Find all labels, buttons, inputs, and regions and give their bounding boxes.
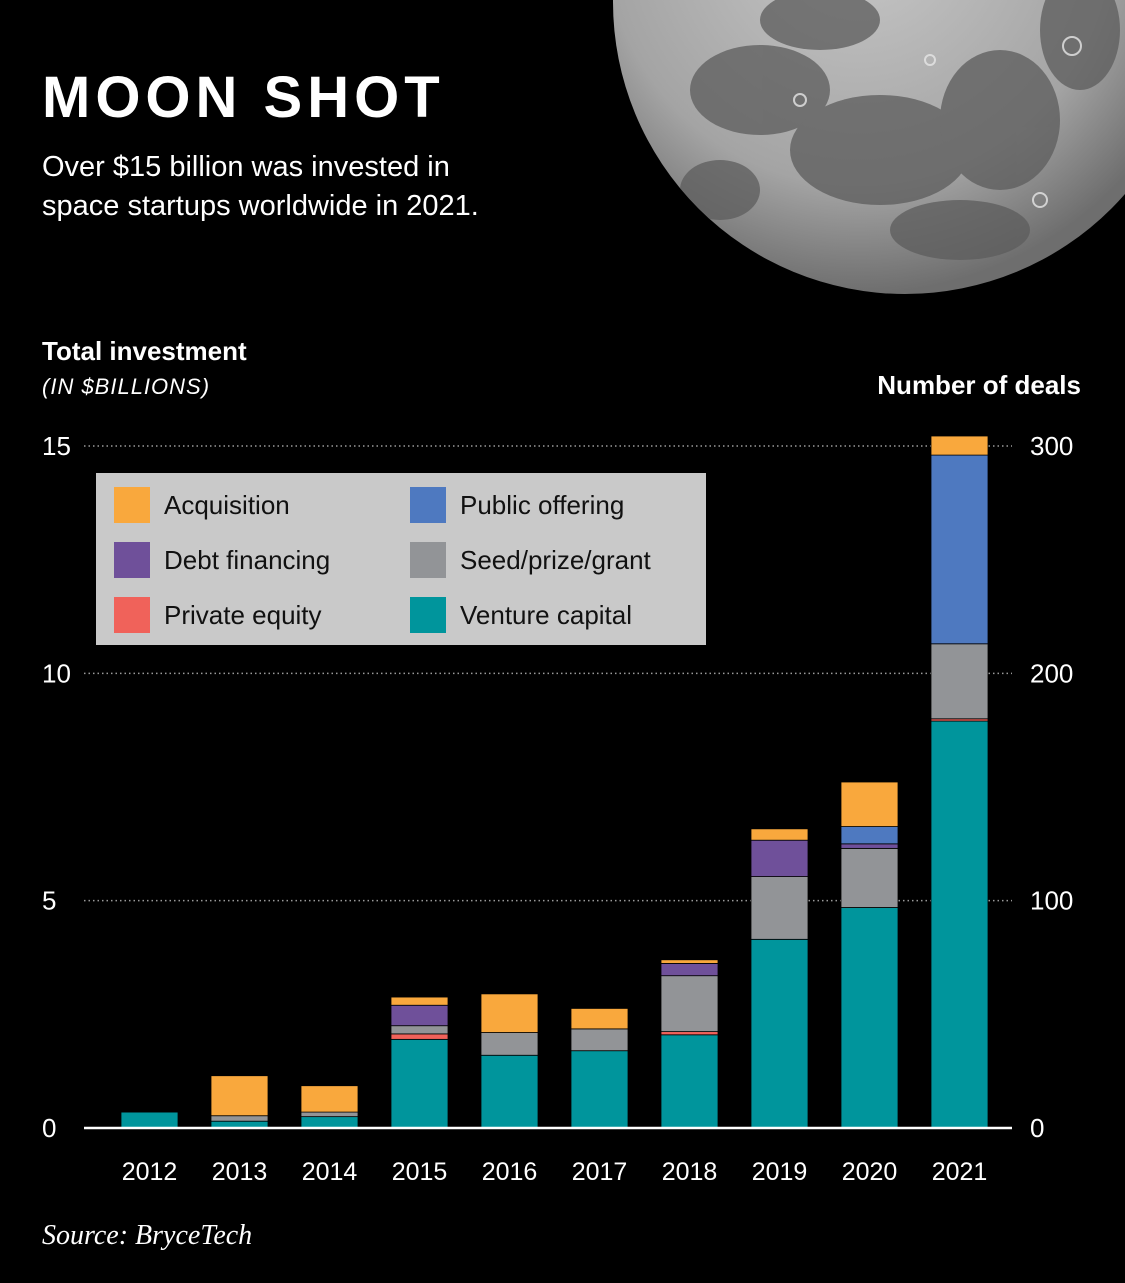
bar-segment [300, 1111, 359, 1118]
legend-swatch [410, 542, 446, 578]
chart-subtitle: Over $15 billion was invested in space s… [42, 151, 479, 222]
y-axis-label-right: Number of deals [877, 370, 1081, 400]
bar-segment [840, 826, 899, 845]
bar-segment [210, 1115, 269, 1122]
x-tick-label: 2018 [662, 1158, 718, 1186]
bar-segment [570, 1050, 629, 1129]
y-tick-label-right: 0 [1030, 1113, 1044, 1143]
bar-segment [750, 938, 809, 1129]
bar-segment [480, 1032, 539, 1056]
bar-segment [390, 1033, 449, 1040]
bar-segment [660, 1034, 719, 1129]
bar-segment [840, 781, 899, 827]
legend-label: Seed/prize/grant [460, 544, 651, 575]
legend-item: Private equity [114, 597, 322, 633]
bar-segment [750, 828, 809, 841]
legend-swatch [114, 487, 150, 523]
bar-segment [660, 1031, 719, 1036]
bar-segment [660, 959, 719, 964]
x-tick-label: 2015 [392, 1158, 448, 1186]
bar-segment [390, 1004, 449, 1027]
legend-swatch [114, 542, 150, 578]
legend-label: Acquisition [164, 489, 290, 520]
y-axis-unit-left: (IN $BILLIONS) [42, 374, 211, 399]
chart-title: MOON SHOT [42, 65, 445, 130]
bar-segment [480, 993, 539, 1033]
legend-item: Public offering [410, 487, 624, 523]
bar-segment [930, 643, 989, 720]
bar-segment [750, 839, 809, 877]
bar-segment [840, 907, 899, 1129]
bar-segment [390, 1038, 449, 1129]
x-tick-label: 2012 [122, 1158, 178, 1186]
bar-segment [120, 1111, 179, 1129]
bar-segment [570, 1028, 629, 1052]
bar-segment [930, 720, 989, 1129]
legend-label: Private equity [164, 599, 322, 630]
bar-segment [750, 876, 809, 940]
y-tick-label-left: 5 [42, 886, 56, 916]
x-tick-label: 2016 [482, 1158, 538, 1186]
bar-segment [660, 975, 719, 1033]
y-tick-label-right: 300 [1030, 431, 1073, 461]
bar-segment [570, 1008, 629, 1030]
x-tick-label: 2017 [572, 1158, 628, 1186]
y-tick-label-left: 15 [42, 431, 71, 461]
chart-legend: Acquisition Public offering Debt financing… [96, 473, 706, 645]
legend-item: Acquisition [114, 487, 290, 523]
legend-item: Venture capital [410, 597, 632, 633]
x-tick-label: 2020 [842, 1158, 898, 1186]
legend-label: Venture capital [460, 599, 633, 630]
bar-segment [210, 1075, 269, 1117]
x-tick-label: 2014 [302, 1158, 358, 1186]
source-note: Source: BryceTech [42, 1220, 253, 1251]
bar-segment [660, 963, 719, 977]
bar-segment [930, 435, 989, 456]
legend-swatch [114, 597, 150, 633]
y-tick-label-left: 10 [42, 658, 71, 688]
y-axis-label-left: Total investment [42, 336, 247, 366]
bar-segment [840, 847, 899, 908]
legend-swatch [410, 597, 446, 633]
bar-segment [390, 1025, 449, 1035]
y-tick-label-right: 100 [1030, 886, 1073, 916]
bar-segment [840, 843, 899, 849]
y-tick-label-right: 200 [1030, 658, 1073, 688]
x-tick-label: 2021 [932, 1158, 988, 1186]
bar-segment [300, 1085, 359, 1113]
legend-label: Public offering [460, 489, 625, 520]
legend-item: Debt financing [114, 542, 330, 578]
bar-segment [300, 1116, 359, 1129]
bar-segment [480, 1054, 539, 1129]
x-tick-label: 2019 [752, 1158, 808, 1186]
y-tick-label-left: 0 [42, 1113, 56, 1143]
bar-segment [930, 454, 989, 645]
legend-label: Debt financing [164, 544, 331, 575]
legend-item: Seed/prize/grant [410, 542, 651, 578]
legend-swatch [410, 487, 446, 523]
bar-segment [390, 996, 449, 1006]
x-tick-label: 2013 [212, 1158, 268, 1186]
